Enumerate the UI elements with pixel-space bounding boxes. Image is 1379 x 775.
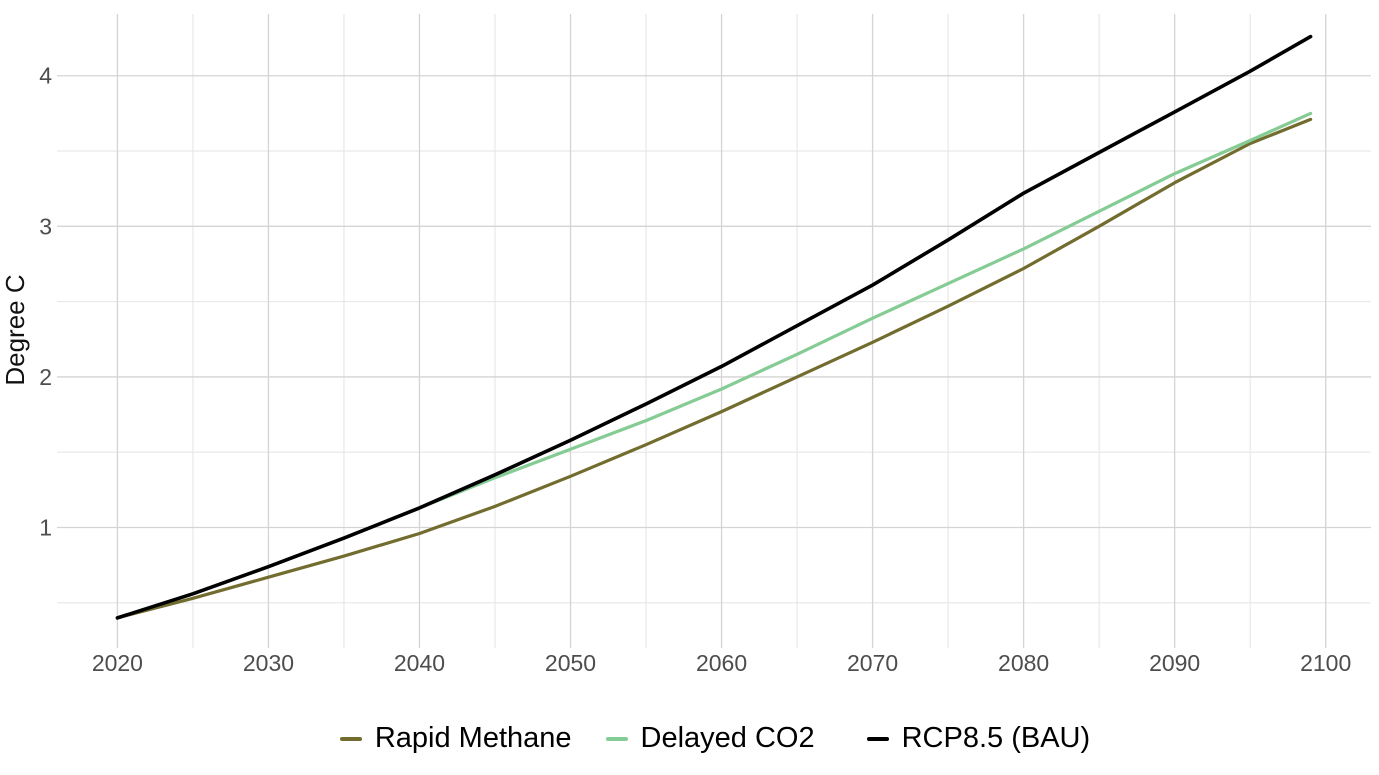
series-line-rcp8-5-bau-	[115, 34, 1313, 620]
x-tick-label-2040: 2040	[394, 650, 445, 676]
chart-legend: Rapid Methane Delayed CO2 RCP8.5 (BAU)	[57, 722, 1373, 755]
minor-gridlines	[57, 14, 1371, 648]
legend-label: Rapid Methane	[374, 722, 572, 754]
x-tick-label-2080: 2080	[998, 650, 1049, 676]
legend-item-rcp85-bau: RCP8.5 (BAU)	[866, 722, 1091, 755]
y-axis-tick-labels: 1 2 3 4	[39, 63, 52, 541]
x-tick-label-2030: 2030	[243, 650, 294, 676]
major-gridlines	[57, 14, 1371, 648]
y-tick-label-1: 1	[39, 515, 52, 541]
y-tick-label-3: 3	[39, 213, 52, 239]
line-chart: 2020 2030 2040 2050 2060 2070 2080 2090 2100 1 2 3…	[0, 14, 1371, 676]
y-tick-label-4: 4	[39, 63, 52, 89]
x-tick-label-2060: 2060	[696, 650, 747, 676]
series-lines	[115, 34, 1313, 620]
x-tick-label-2090: 2090	[1149, 650, 1200, 676]
y-axis-title: Degree C	[0, 274, 30, 385]
legend-item-rapid-methane: Rapid Methane	[339, 722, 572, 755]
series-line-delayed-co2	[115, 111, 1313, 620]
legend-label: Delayed CO2	[640, 722, 815, 754]
legend-item-delayed-co2: Delayed CO2	[605, 722, 815, 755]
legend-label: RCP8.5 (BAU)	[901, 722, 1091, 754]
x-tick-label-2070: 2070	[847, 650, 898, 676]
legend-key-line-icon	[866, 736, 889, 741]
series-line-rapid-methane	[115, 117, 1313, 620]
x-tick-label-2100: 2100	[1300, 650, 1351, 676]
x-axis-tick-labels: 2020 2030 2040 2050 2060 2070 2080 2090 2100	[92, 650, 1351, 676]
x-tick-label-2050: 2050	[545, 650, 596, 676]
y-tick-label-2: 2	[39, 364, 52, 390]
legend-key-line-icon	[339, 736, 362, 741]
legend-key-line-icon	[605, 736, 628, 741]
x-tick-label-2020: 2020	[92, 650, 143, 676]
